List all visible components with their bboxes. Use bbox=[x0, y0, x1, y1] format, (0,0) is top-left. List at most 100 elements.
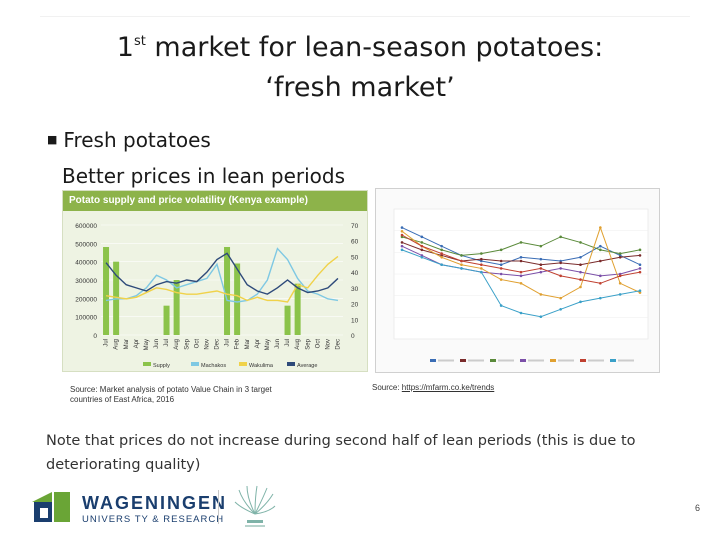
trend-point bbox=[539, 263, 543, 267]
logo-subtitle: UNIVERS TY & RESEARCH bbox=[82, 514, 225, 525]
x-tick-label: Apr bbox=[255, 339, 261, 348]
y2-tick-label: 70 bbox=[351, 223, 359, 230]
trend-point bbox=[638, 254, 642, 257]
trend-point bbox=[559, 259, 562, 263]
legend-swatch bbox=[287, 362, 295, 366]
bullet-item: ■ Fresh potatoes bbox=[47, 128, 211, 152]
x-tick-label: Dec bbox=[215, 339, 221, 350]
trend-point bbox=[420, 235, 424, 239]
trend-point bbox=[638, 270, 642, 274]
y-tick-label: 100000 bbox=[75, 315, 97, 322]
trend-point bbox=[400, 241, 404, 244]
top-rule bbox=[40, 16, 690, 17]
x-tick-label: Aug bbox=[174, 339, 180, 350]
trend-point bbox=[539, 293, 543, 296]
trend-point bbox=[559, 235, 562, 239]
trend-point bbox=[618, 254, 622, 257]
source-link[interactable]: https://mfarm.co.ke/trends bbox=[401, 383, 495, 392]
title-prefix: 1 bbox=[116, 32, 134, 63]
trend-point bbox=[579, 241, 582, 244]
x-tick-label: Oct bbox=[194, 339, 200, 349]
x-tick-label: May bbox=[265, 339, 271, 350]
title-line-2: ‘fresh market’ bbox=[265, 72, 455, 103]
x-tick-label: Feb bbox=[235, 338, 241, 349]
trend-point bbox=[579, 285, 582, 289]
legend-swatch bbox=[490, 359, 496, 362]
chart-title-bar: Potato supply and price volatility (Keny… bbox=[63, 191, 367, 211]
x-tick-label: May bbox=[144, 339, 150, 350]
x-tick-label: Jul bbox=[225, 339, 231, 347]
supply-bar bbox=[163, 305, 170, 335]
trend-point bbox=[599, 259, 602, 263]
x-tick-label: Oct bbox=[315, 339, 321, 349]
x-tick-label: Mar bbox=[245, 339, 251, 349]
trend-point bbox=[420, 255, 424, 259]
x-tick-label: Nov bbox=[204, 339, 210, 350]
title-rest: market for lean-season potatoes: bbox=[145, 32, 604, 63]
trend-point bbox=[460, 259, 463, 263]
trend-point bbox=[499, 263, 503, 267]
x-tick-label: Nov bbox=[325, 339, 331, 350]
trend-point bbox=[638, 248, 642, 252]
supply-bar bbox=[224, 247, 231, 335]
x-tick-label: Aug bbox=[114, 339, 120, 350]
x-tick-label: Aug bbox=[295, 339, 301, 350]
trend-point bbox=[480, 252, 483, 255]
legend-label: Supply bbox=[153, 363, 170, 369]
trend-point bbox=[480, 257, 483, 261]
trend-point bbox=[499, 272, 503, 276]
x-tick-label: Jul bbox=[285, 339, 291, 347]
x-tick-label: Dec bbox=[336, 339, 342, 350]
title-superscript: st bbox=[133, 34, 146, 49]
legend-placeholder bbox=[438, 359, 454, 362]
trend-point bbox=[420, 241, 424, 244]
trend-point bbox=[559, 267, 562, 270]
trend-point bbox=[618, 293, 622, 296]
legend-placeholder bbox=[528, 359, 544, 362]
legend-placeholder bbox=[588, 359, 604, 362]
source-right: Source: https://mfarm.co.ke/trends bbox=[372, 383, 494, 392]
y-tick-label: 300000 bbox=[75, 278, 97, 285]
x-tick-label: Apr bbox=[134, 339, 140, 348]
trend-point bbox=[539, 257, 543, 261]
trend-point bbox=[618, 255, 622, 259]
trend-point bbox=[559, 296, 562, 300]
legend-placeholder bbox=[618, 359, 634, 362]
trend-point bbox=[440, 248, 443, 252]
y2-tick-label: 40 bbox=[351, 270, 359, 277]
trend-point bbox=[618, 274, 622, 278]
trend-point bbox=[519, 270, 523, 274]
legend-placeholder bbox=[468, 359, 484, 362]
trend-point bbox=[559, 307, 562, 311]
trend-point bbox=[400, 229, 404, 233]
source-left: Source: Market analysis of potato Value … bbox=[70, 385, 272, 404]
trend-point bbox=[440, 254, 443, 257]
trend-point bbox=[460, 267, 463, 270]
trend-point bbox=[618, 272, 622, 276]
y-tick-label: 200000 bbox=[75, 296, 97, 303]
trend-point bbox=[460, 254, 463, 257]
y2-tick-label: 20 bbox=[351, 302, 359, 309]
trend-point bbox=[440, 255, 443, 259]
trend-point bbox=[400, 233, 404, 237]
trend-point bbox=[579, 270, 582, 274]
supply-bar bbox=[234, 263, 241, 335]
wageningen-logo-icon bbox=[32, 492, 70, 522]
x-tick-label: Sep bbox=[184, 338, 190, 349]
trend-point bbox=[579, 278, 582, 281]
legend-placeholder bbox=[558, 359, 574, 362]
supply-bar bbox=[284, 305, 291, 335]
trend-point bbox=[638, 267, 642, 270]
trend-point bbox=[599, 248, 602, 252]
trend-point bbox=[539, 270, 543, 274]
y2-tick-label: 30 bbox=[351, 286, 359, 293]
x-tick-label: Jul bbox=[104, 339, 110, 347]
y-tick-label: 400000 bbox=[75, 260, 97, 267]
logo-divider bbox=[218, 490, 219, 524]
trend-point bbox=[559, 261, 562, 265]
bullet-text: Fresh potatoes bbox=[63, 128, 211, 152]
series-line-wakulima bbox=[105, 255, 339, 303]
legend-swatch bbox=[520, 359, 526, 362]
supply-bar bbox=[294, 283, 301, 335]
trend-point bbox=[519, 274, 523, 278]
